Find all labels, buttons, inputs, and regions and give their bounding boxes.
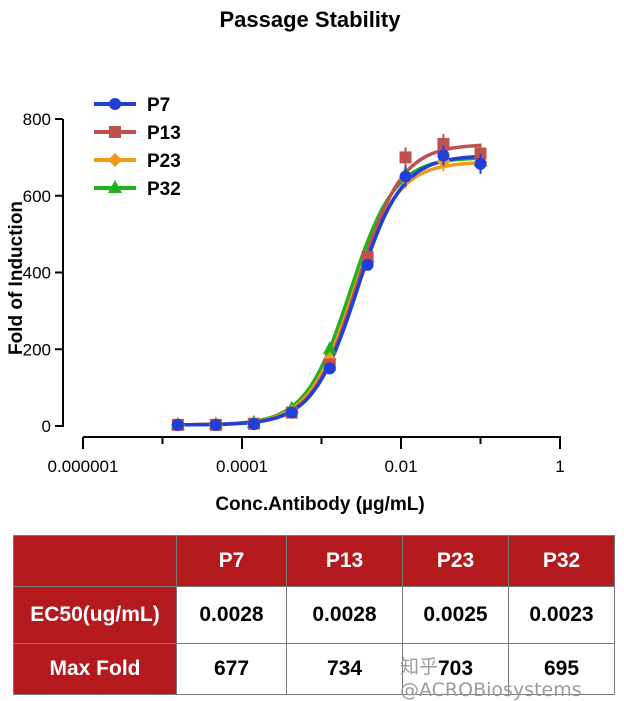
row-label: Max Fold	[13, 643, 177, 695]
y-tick-label: 400	[23, 264, 51, 283]
data-point	[108, 180, 122, 193]
x-axis-title: Conc.Antibody (µg/mL)	[215, 494, 424, 515]
table-header-cell: P32	[508, 535, 615, 587]
table-header-cell: P13	[286, 535, 403, 587]
table-cell: 703	[402, 643, 509, 695]
table-header-cell: P23	[402, 535, 509, 587]
legend-label: P13	[147, 123, 181, 144]
legend-label: P32	[147, 179, 181, 200]
table-row: EC50(ug/mL) 0.0028 0.0028 0.0025 0.0023	[13, 586, 615, 644]
table-cell: 0.0028	[286, 586, 403, 644]
table-header-cell	[13, 535, 177, 587]
curves	[177, 143, 481, 427]
data-point	[171, 418, 184, 431]
table-cell: 0.0028	[176, 586, 287, 644]
curve-p13	[177, 143, 481, 427]
data-points	[170, 133, 488, 432]
x-tick-label: 0.01	[384, 457, 417, 476]
x-tick-label: 0.0001	[216, 457, 268, 476]
data-point	[323, 362, 336, 375]
data-point	[399, 170, 412, 183]
table-cell: 0.0025	[402, 586, 509, 644]
data-point	[361, 258, 374, 271]
y-tick-label: 800	[23, 110, 51, 129]
table-cell: 0.0023	[508, 586, 615, 644]
y-tick-label: 600	[23, 187, 51, 206]
table-cell: 677	[176, 643, 287, 695]
y-tick-label: 0	[42, 417, 51, 436]
table-header-row: P7 P13 P23 P32	[13, 535, 615, 587]
axes: 0 200 400 600 800 0.000001 0.0001 0.01 1	[23, 110, 565, 476]
data-point	[474, 147, 487, 160]
y-axis-title: Fold of Induction	[6, 201, 27, 355]
ec50-table: P7 P13 P23 P32 EC50(ug/mL) 0.0028 0.0028…	[13, 535, 615, 695]
data-point	[437, 149, 450, 162]
data-point	[399, 151, 412, 164]
row-label: EC50(ug/mL)	[13, 586, 177, 644]
y-tick-label: 200	[23, 340, 51, 359]
data-point	[109, 126, 121, 138]
curve-p32	[177, 156, 481, 427]
data-point	[474, 157, 487, 170]
x-tick-label: 0.000001	[48, 457, 119, 476]
legend-label: P23	[147, 151, 181, 172]
data-point	[322, 341, 337, 355]
data-point	[285, 406, 298, 419]
data-point	[108, 153, 122, 167]
table-header-cell: P7	[176, 535, 287, 587]
data-point	[437, 137, 450, 150]
data-point	[247, 418, 260, 431]
data-point	[109, 98, 121, 110]
legend-label: P7	[147, 95, 170, 116]
curve-p23	[177, 161, 481, 427]
x-tick-label: 1	[555, 457, 564, 476]
table-cell: 695	[508, 643, 615, 695]
watermark: 知乎 @ACROBiosystems	[400, 656, 582, 701]
table-cell: 734	[286, 643, 403, 695]
data-point	[209, 418, 222, 431]
curve-p7	[177, 154, 481, 427]
table-row: Max Fold 677 734 703 695	[13, 643, 615, 695]
legend: P7 P13 P23 P32	[94, 95, 181, 200]
chart-title: Passage Stability	[220, 7, 402, 32]
